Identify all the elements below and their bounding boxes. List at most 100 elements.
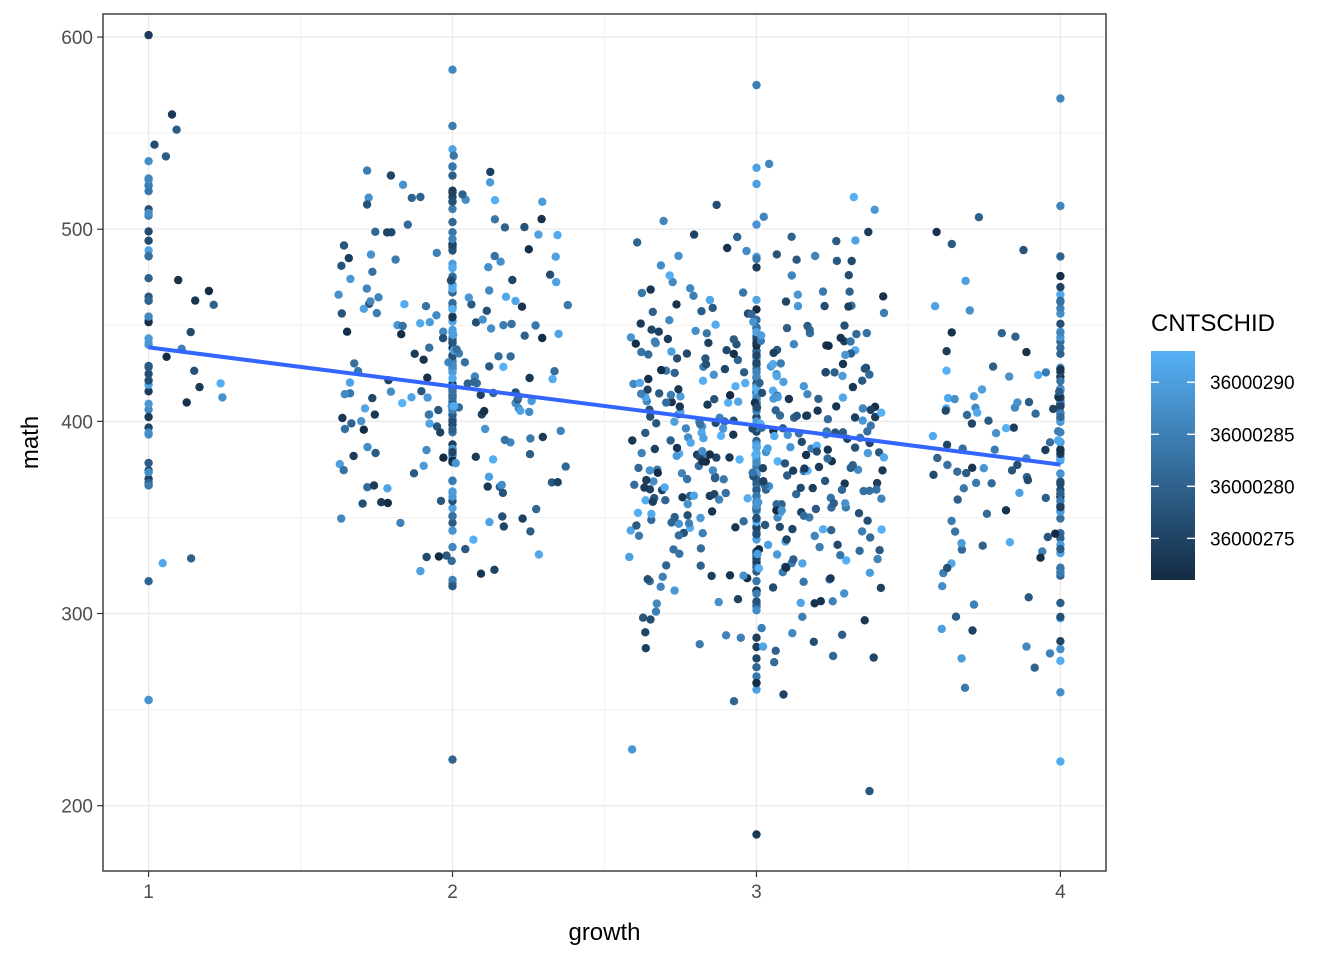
data-point <box>971 478 981 488</box>
data-point <box>337 514 346 523</box>
data-point <box>451 459 460 468</box>
data-point <box>448 234 457 244</box>
data-point <box>363 483 372 492</box>
data-point <box>1056 343 1065 353</box>
data-point <box>485 362 494 371</box>
data-point <box>663 334 673 344</box>
data-point <box>714 597 723 607</box>
data-point <box>704 338 713 348</box>
data-point <box>630 480 639 489</box>
data-point <box>424 410 433 419</box>
data-point <box>757 331 766 340</box>
data-point <box>729 349 738 359</box>
data-point <box>656 261 666 270</box>
data-point <box>144 399 153 408</box>
data-point <box>947 516 956 526</box>
data-point <box>448 162 457 171</box>
data-point <box>793 301 803 311</box>
data-point <box>788 524 797 534</box>
data-point <box>752 163 761 172</box>
data-point <box>425 343 434 352</box>
data-point <box>1022 347 1031 357</box>
data-point <box>943 393 953 403</box>
data-point <box>788 466 798 475</box>
data-point <box>930 302 940 311</box>
data-point <box>371 448 380 458</box>
data-point <box>631 339 640 348</box>
data-point <box>647 509 656 519</box>
data-point <box>772 371 781 381</box>
data-point <box>1051 529 1060 538</box>
data-point <box>641 496 650 505</box>
data-point <box>359 304 368 313</box>
data-point <box>784 394 794 404</box>
data-point <box>436 496 446 506</box>
data-point <box>725 571 735 580</box>
data-point <box>150 140 159 149</box>
data-point <box>942 440 952 449</box>
data-point <box>879 292 888 301</box>
data-point <box>820 476 830 486</box>
data-point <box>672 354 682 363</box>
data-point <box>532 504 541 514</box>
data-point <box>442 551 451 560</box>
data-point <box>1056 688 1065 697</box>
data-point <box>501 292 511 301</box>
data-point <box>1049 404 1058 414</box>
data-point <box>485 178 495 187</box>
data-point <box>452 345 461 354</box>
data-point <box>712 453 721 462</box>
data-point <box>682 349 692 358</box>
data-point <box>651 607 661 616</box>
data-point <box>448 338 457 347</box>
data-point <box>823 445 832 454</box>
data-point <box>797 437 806 447</box>
y-axis: 200 300 400 500 600 <box>61 28 103 818</box>
x-axis: 1 2 3 4 <box>143 871 1066 903</box>
data-point <box>657 365 666 375</box>
data-point <box>769 394 778 403</box>
data-point <box>869 653 878 662</box>
data-point <box>701 360 711 369</box>
data-point <box>987 479 996 488</box>
data-point <box>769 348 778 358</box>
data-point <box>1056 376 1065 386</box>
data-point <box>339 466 348 475</box>
data-point <box>760 520 770 530</box>
data-point <box>209 300 218 309</box>
data-point <box>739 571 748 580</box>
data-point <box>563 300 572 310</box>
data-point <box>216 379 225 388</box>
data-point <box>368 393 377 403</box>
data-point <box>172 125 181 134</box>
data-point <box>461 544 470 554</box>
data-point <box>432 248 441 258</box>
data-point <box>879 308 889 318</box>
data-point <box>484 263 493 272</box>
data-point <box>662 561 671 570</box>
data-point <box>422 552 431 562</box>
data-point <box>204 286 214 296</box>
data-point <box>851 236 860 245</box>
data-point <box>1056 290 1065 299</box>
data-point <box>497 480 506 490</box>
data-point <box>439 453 448 462</box>
data-point <box>396 518 405 528</box>
data-point <box>709 370 718 379</box>
data-point <box>984 416 993 425</box>
data-point <box>144 577 153 586</box>
data-point <box>500 223 510 232</box>
data-point <box>1056 201 1065 211</box>
data-point <box>650 444 659 454</box>
data-point <box>144 209 153 218</box>
data-point <box>686 284 695 293</box>
data-point <box>374 293 383 302</box>
data-point <box>144 296 153 305</box>
data-point <box>697 307 706 316</box>
data-point <box>763 540 773 550</box>
data-point <box>724 398 733 407</box>
data-point <box>826 574 835 583</box>
data-point <box>962 410 972 420</box>
data-point <box>186 554 196 563</box>
data-point <box>1056 412 1065 422</box>
